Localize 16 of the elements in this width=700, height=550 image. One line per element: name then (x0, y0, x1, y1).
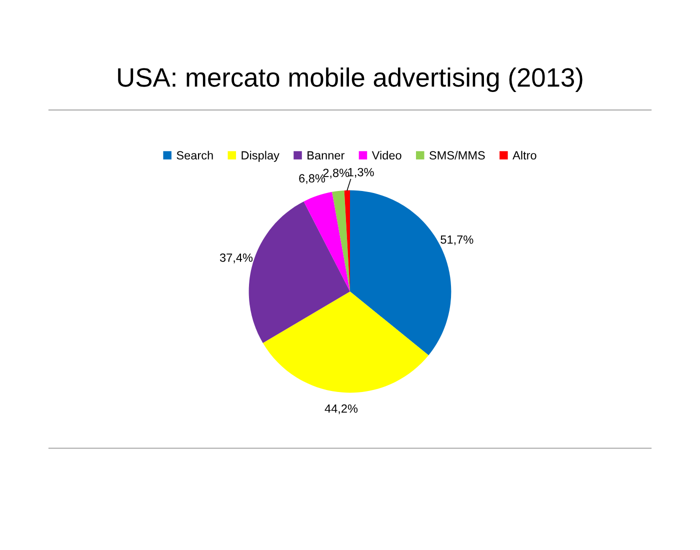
legend-label: SMS/MMS (430, 150, 485, 160)
legend-label: Banner (308, 151, 344, 160)
data-label: 6,8% (299, 174, 326, 184)
pie-slice (332, 190, 350, 292)
pie-slice (304, 192, 350, 292)
data-label: 51,7% (440, 235, 474, 246)
pie-slice (262, 292, 429, 393)
chart-title: USA: mercato mobile advertising (2013) (118, 67, 582, 92)
data-label: 44,2% (324, 404, 358, 414)
legend-label: Video (372, 150, 402, 160)
legend-label: Search (176, 150, 213, 160)
data-label: 37,4% (220, 253, 253, 264)
legend-label: Altro (512, 150, 536, 160)
data-label: 2,8% (323, 168, 350, 178)
legend-label: Display (242, 150, 280, 162)
data-label: 1,3% (348, 168, 374, 178)
